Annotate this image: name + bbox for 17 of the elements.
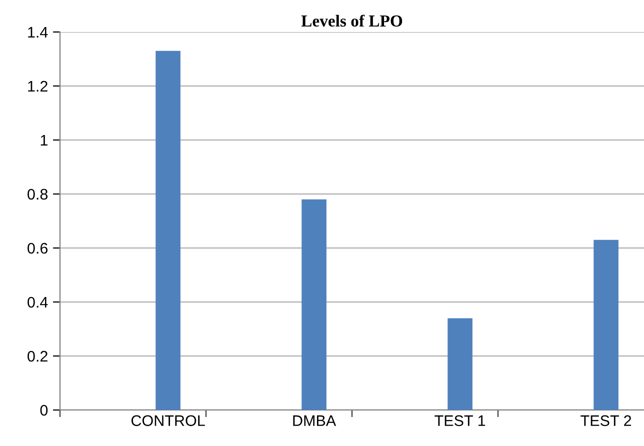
bar <box>448 318 472 410</box>
y-tick-label: 0.2 <box>28 350 48 362</box>
y-tick-label: 1.2 <box>28 80 48 92</box>
y-tick-label: 0.4 <box>28 296 48 308</box>
y-tick-label: 1.4 <box>28 27 48 38</box>
x-tick-label: DMBA <box>293 415 336 426</box>
chart-title: Levels of LPO <box>301 14 402 27</box>
y-tick-label: 0 <box>40 404 48 416</box>
y-tick-label: 0.8 <box>28 188 48 200</box>
x-tick-label: TEST 1 <box>434 415 486 426</box>
y-tick-label: 0.6 <box>28 242 48 254</box>
y-tick-label: 1 <box>40 135 48 146</box>
bar <box>156 50 180 410</box>
x-tick-label: TEST 2 <box>580 415 632 426</box>
bar <box>302 199 326 410</box>
bar <box>594 240 618 410</box>
x-tick-label: CONTROL <box>131 415 205 426</box>
